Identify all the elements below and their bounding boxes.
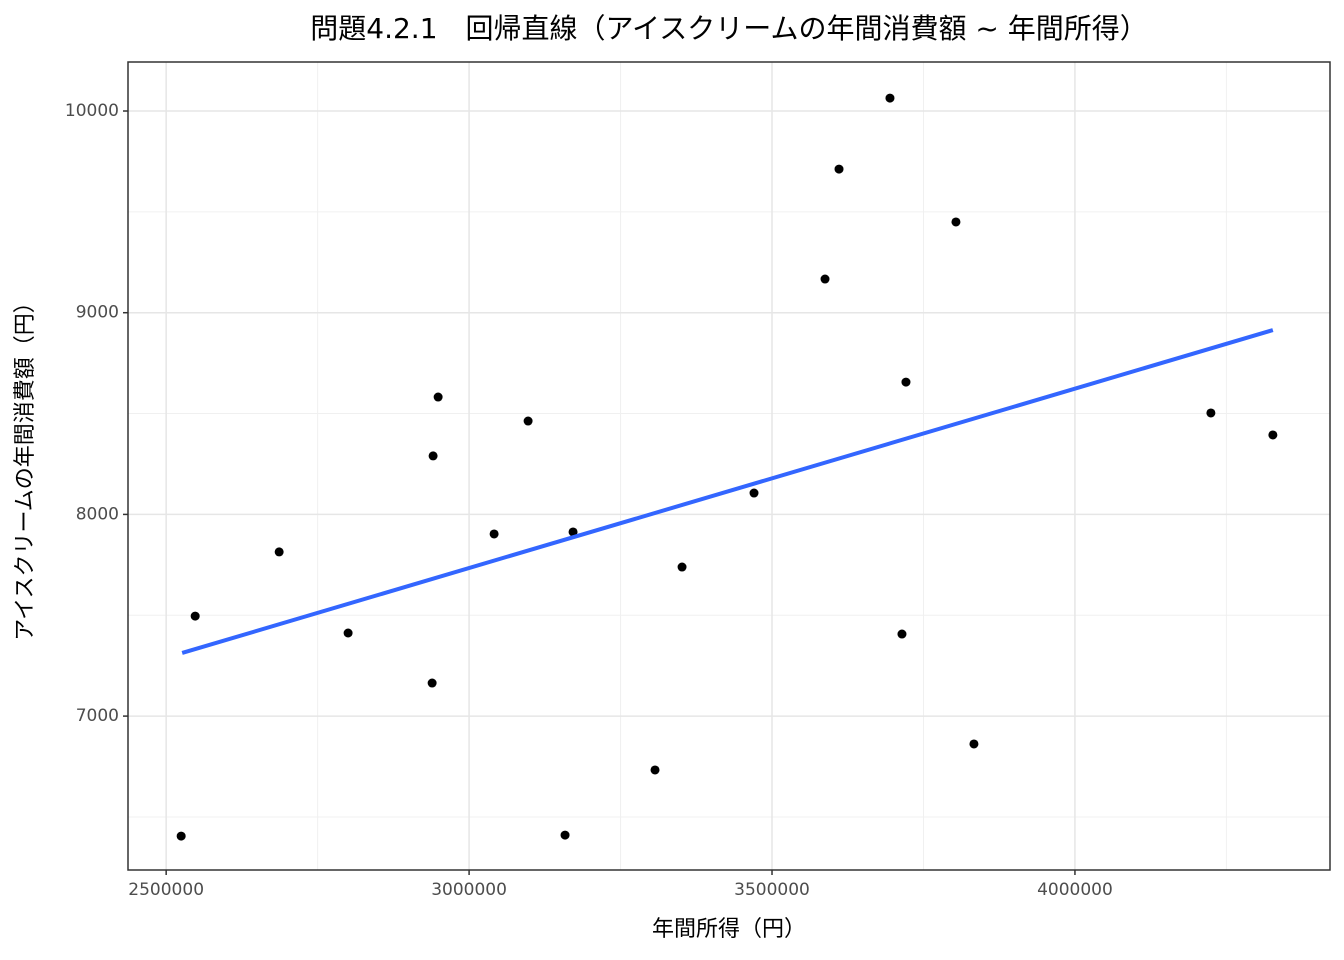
- point: [523, 416, 533, 426]
- x-tick-label: 2500000: [128, 880, 204, 900]
- point: [820, 274, 830, 284]
- regression-line: [181, 328, 1274, 655]
- point: [901, 377, 911, 387]
- point: [885, 93, 895, 103]
- panel-border: [127, 61, 1331, 871]
- point: [951, 217, 961, 227]
- x-tick-label: 4000000: [1037, 880, 1113, 900]
- y-tick-label: 10000: [65, 101, 119, 121]
- point: [176, 831, 186, 841]
- point: [560, 830, 570, 840]
- point: [428, 451, 438, 461]
- point: [1206, 408, 1216, 418]
- y-axis-title: アイスクリームの年間消費額（円）: [13, 291, 38, 641]
- point: [677, 562, 687, 572]
- point: [749, 488, 759, 498]
- x-tick-label: 3500000: [734, 880, 810, 900]
- point: [343, 628, 353, 638]
- point: [650, 765, 660, 775]
- point: [427, 678, 437, 688]
- x-tick-label: 3000000: [431, 880, 507, 900]
- point: [897, 629, 907, 639]
- point: [433, 392, 443, 402]
- point: [568, 527, 578, 537]
- point: [274, 547, 284, 557]
- point: [969, 739, 979, 749]
- y-tick-label: 8000: [76, 504, 119, 524]
- y-tick-label: 7000: [76, 706, 119, 726]
- chart-title: 問題4.2.1 回帰直線（アイスクリームの年間消費額 ~ 年間所得）: [310, 12, 1147, 45]
- y-tick-label: 9000: [76, 303, 119, 323]
- point: [190, 611, 200, 621]
- point: [489, 529, 499, 539]
- x-axis-title: 年間所得（円）: [652, 917, 806, 942]
- point: [834, 164, 844, 174]
- point: [1268, 430, 1278, 440]
